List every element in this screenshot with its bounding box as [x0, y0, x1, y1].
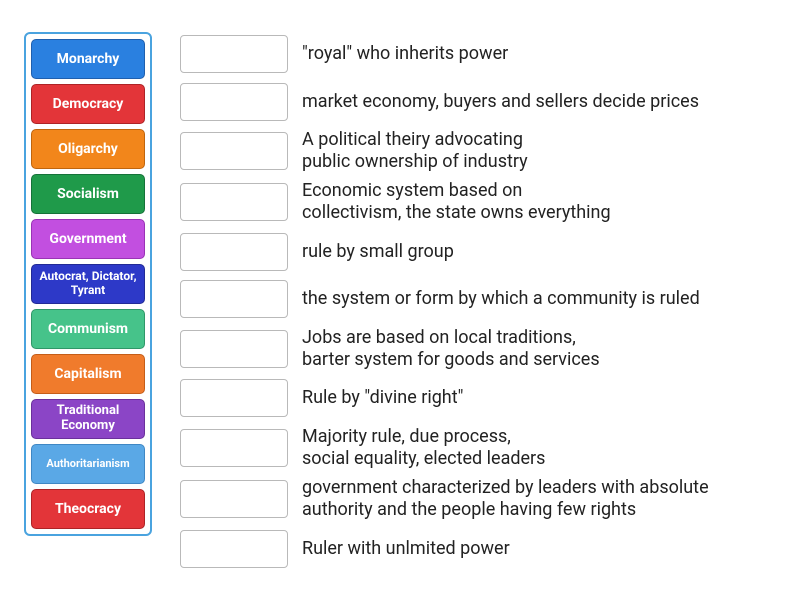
definitions-panel: "royal" who inherits power market econom… [180, 32, 709, 569]
definition-row: rule by small group [180, 232, 709, 272]
term-card-government[interactable]: Government [31, 219, 145, 259]
definition-row: Economic system based oncollectivism, th… [180, 180, 709, 224]
definition-text: the system or form by which a community … [302, 288, 700, 310]
term-card-autocrat[interactable]: Autocrat, Dictator, Tyrant [31, 264, 145, 304]
definition-row: A political theiry advocatingpublic owne… [180, 129, 709, 173]
definition-row: market economy, buyers and sellers decid… [180, 82, 709, 122]
definition-text: Economic system based oncollectivism, th… [302, 180, 611, 224]
terms-panel: Monarchy Democracy Oligarchy Socialism G… [24, 32, 152, 536]
definition-text: rule by small group [302, 241, 454, 263]
definition-text: market economy, buyers and sellers decid… [302, 91, 699, 113]
drop-slot[interactable] [180, 83, 288, 121]
term-card-communism[interactable]: Communism [31, 309, 145, 349]
term-card-monarchy[interactable]: Monarchy [31, 39, 145, 79]
definition-text: government characterized by leaders with… [302, 477, 709, 521]
matching-activity: Monarchy Democracy Oligarchy Socialism G… [0, 0, 800, 589]
definition-text: Ruler with unlmited power [302, 538, 510, 560]
definition-row: "royal" who inherits power [180, 34, 709, 74]
drop-slot[interactable] [180, 233, 288, 271]
term-card-socialism[interactable]: Socialism [31, 174, 145, 214]
definition-text: A political theiry advocatingpublic owne… [302, 129, 528, 173]
drop-slot[interactable] [180, 379, 288, 417]
drop-slot[interactable] [180, 183, 288, 221]
definition-text: Rule by "divine right" [302, 387, 463, 409]
drop-slot[interactable] [180, 480, 288, 518]
term-card-oligarchy[interactable]: Oligarchy [31, 129, 145, 169]
term-card-democracy[interactable]: Democracy [31, 84, 145, 124]
definition-row: government characterized by leaders with… [180, 477, 709, 521]
drop-slot[interactable] [180, 132, 288, 170]
definition-row: the system or form by which a community … [180, 279, 709, 319]
definition-text: Jobs are based on local traditions,barte… [302, 327, 600, 371]
definition-row: Jobs are based on local traditions,barte… [180, 327, 709, 371]
term-card-authoritarianism[interactable]: Authoritarianism [31, 444, 145, 484]
term-card-capitalism[interactable]: Capitalism [31, 354, 145, 394]
drop-slot[interactable] [180, 530, 288, 568]
definition-row: Rule by "divine right" [180, 378, 709, 418]
drop-slot[interactable] [180, 429, 288, 467]
definition-row: Ruler with unlmited power [180, 529, 709, 569]
definition-text: Majority rule, due process,social equali… [302, 426, 545, 470]
drop-slot[interactable] [180, 330, 288, 368]
definition-row: Majority rule, due process,social equali… [180, 426, 709, 470]
term-card-traditional-economy[interactable]: Traditional Economy [31, 399, 145, 439]
drop-slot[interactable] [180, 280, 288, 318]
term-card-theocracy[interactable]: Theocracy [31, 489, 145, 529]
drop-slot[interactable] [180, 35, 288, 73]
definition-text: "royal" who inherits power [302, 43, 508, 65]
